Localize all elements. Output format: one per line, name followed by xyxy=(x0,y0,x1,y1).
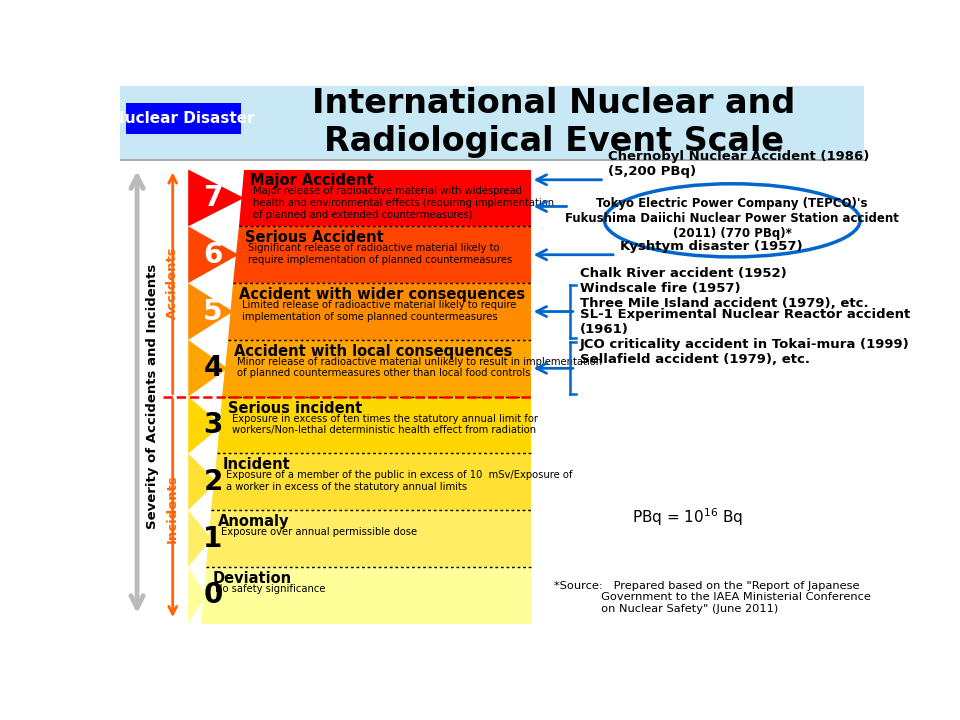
Text: 4: 4 xyxy=(204,354,223,382)
Text: Tokyo Electric Power Company (TEPCO)'s
Fukushima Daiichi Nuclear Power Station a: Tokyo Electric Power Company (TEPCO)'s F… xyxy=(565,197,900,240)
Text: Chalk River accident (1952)
Windscale fire (1957)
Three Mile Island accident (19: Chalk River accident (1952) Windscale fi… xyxy=(580,267,868,310)
Text: Exposure over annual permissible dose: Exposure over annual permissible dose xyxy=(221,527,417,537)
Text: Major Accident: Major Accident xyxy=(251,174,373,189)
Text: Incident: Incident xyxy=(223,457,291,472)
Text: 3: 3 xyxy=(204,411,223,439)
Polygon shape xyxy=(188,226,239,283)
Text: 6: 6 xyxy=(204,240,223,269)
Text: Limited release of radioactive material likely to require
implementation of some: Limited release of radioactive material … xyxy=(243,300,516,322)
Text: No safety significance: No safety significance xyxy=(215,584,325,594)
Text: Serious incident: Serious incident xyxy=(228,400,363,415)
Text: Accident with wider consequences: Accident with wider consequences xyxy=(239,287,525,302)
Text: Incidents: Incidents xyxy=(166,474,180,543)
Polygon shape xyxy=(201,567,531,624)
Text: Severity of Accidents and Incidents: Severity of Accidents and Incidents xyxy=(146,264,159,529)
Polygon shape xyxy=(188,283,233,340)
Text: Minor release of radioactive material unlikely to result in implementation
of pl: Minor release of radioactive material un… xyxy=(237,357,602,379)
Text: 1: 1 xyxy=(204,525,223,553)
Polygon shape xyxy=(188,397,223,454)
Text: 2: 2 xyxy=(204,468,223,496)
Text: Anomaly: Anomaly xyxy=(218,514,289,529)
Text: 5: 5 xyxy=(204,297,223,325)
Polygon shape xyxy=(188,340,228,397)
Text: Major release of radioactive material with widespread
health and environmental e: Major release of radioactive material wi… xyxy=(253,186,555,220)
Polygon shape xyxy=(188,454,217,510)
Text: Nuclear Disaster: Nuclear Disaster xyxy=(112,111,254,126)
Text: PBq = 10$^{16}$ Bq: PBq = 10$^{16}$ Bq xyxy=(632,507,743,528)
Text: SL-1 Experimental Nuclear Reactor accident
(1961)
JCO criticality accident in To: SL-1 Experimental Nuclear Reactor accide… xyxy=(580,308,910,366)
Text: 7: 7 xyxy=(204,184,223,212)
Polygon shape xyxy=(217,397,531,454)
Text: Deviation: Deviation xyxy=(212,571,291,586)
Text: International Nuclear and
Radiological Event Scale: International Nuclear and Radiological E… xyxy=(312,87,796,158)
Text: Exposure in excess of ten times the statutory annual limit for
workers/Non-letha: Exposure in excess of ten times the stat… xyxy=(231,414,538,436)
Text: 0: 0 xyxy=(204,582,223,609)
Polygon shape xyxy=(206,510,531,567)
Text: *Source:   Prepared based on the "Report of Japanese
             Government to : *Source: Prepared based on the "Report o… xyxy=(554,581,871,614)
Bar xyxy=(120,86,864,160)
Text: Chernobyl Nuclear Accident (1986)
(5,200 PBq): Chernobyl Nuclear Accident (1986) (5,200… xyxy=(609,150,870,179)
Polygon shape xyxy=(223,340,531,397)
Polygon shape xyxy=(233,226,531,283)
Text: Significant release of radioactive material likely to
require implementation of : Significant release of radioactive mater… xyxy=(248,243,512,265)
Polygon shape xyxy=(188,169,244,226)
Text: Exposure of a member of the public in excess of 10  mSv/Exposure of
a worker in : Exposure of a member of the public in ex… xyxy=(227,470,573,492)
Text: Kyshtym disaster (1957): Kyshtym disaster (1957) xyxy=(620,240,803,253)
Text: Serious Accident: Serious Accident xyxy=(245,230,384,246)
Polygon shape xyxy=(228,283,531,340)
Polygon shape xyxy=(211,454,531,510)
Bar xyxy=(126,104,241,134)
Text: Accident with local consequences: Accident with local consequences xyxy=(234,343,513,359)
Text: Accidents: Accidents xyxy=(166,247,180,320)
Polygon shape xyxy=(188,567,206,624)
Polygon shape xyxy=(239,169,531,226)
Polygon shape xyxy=(188,510,211,567)
